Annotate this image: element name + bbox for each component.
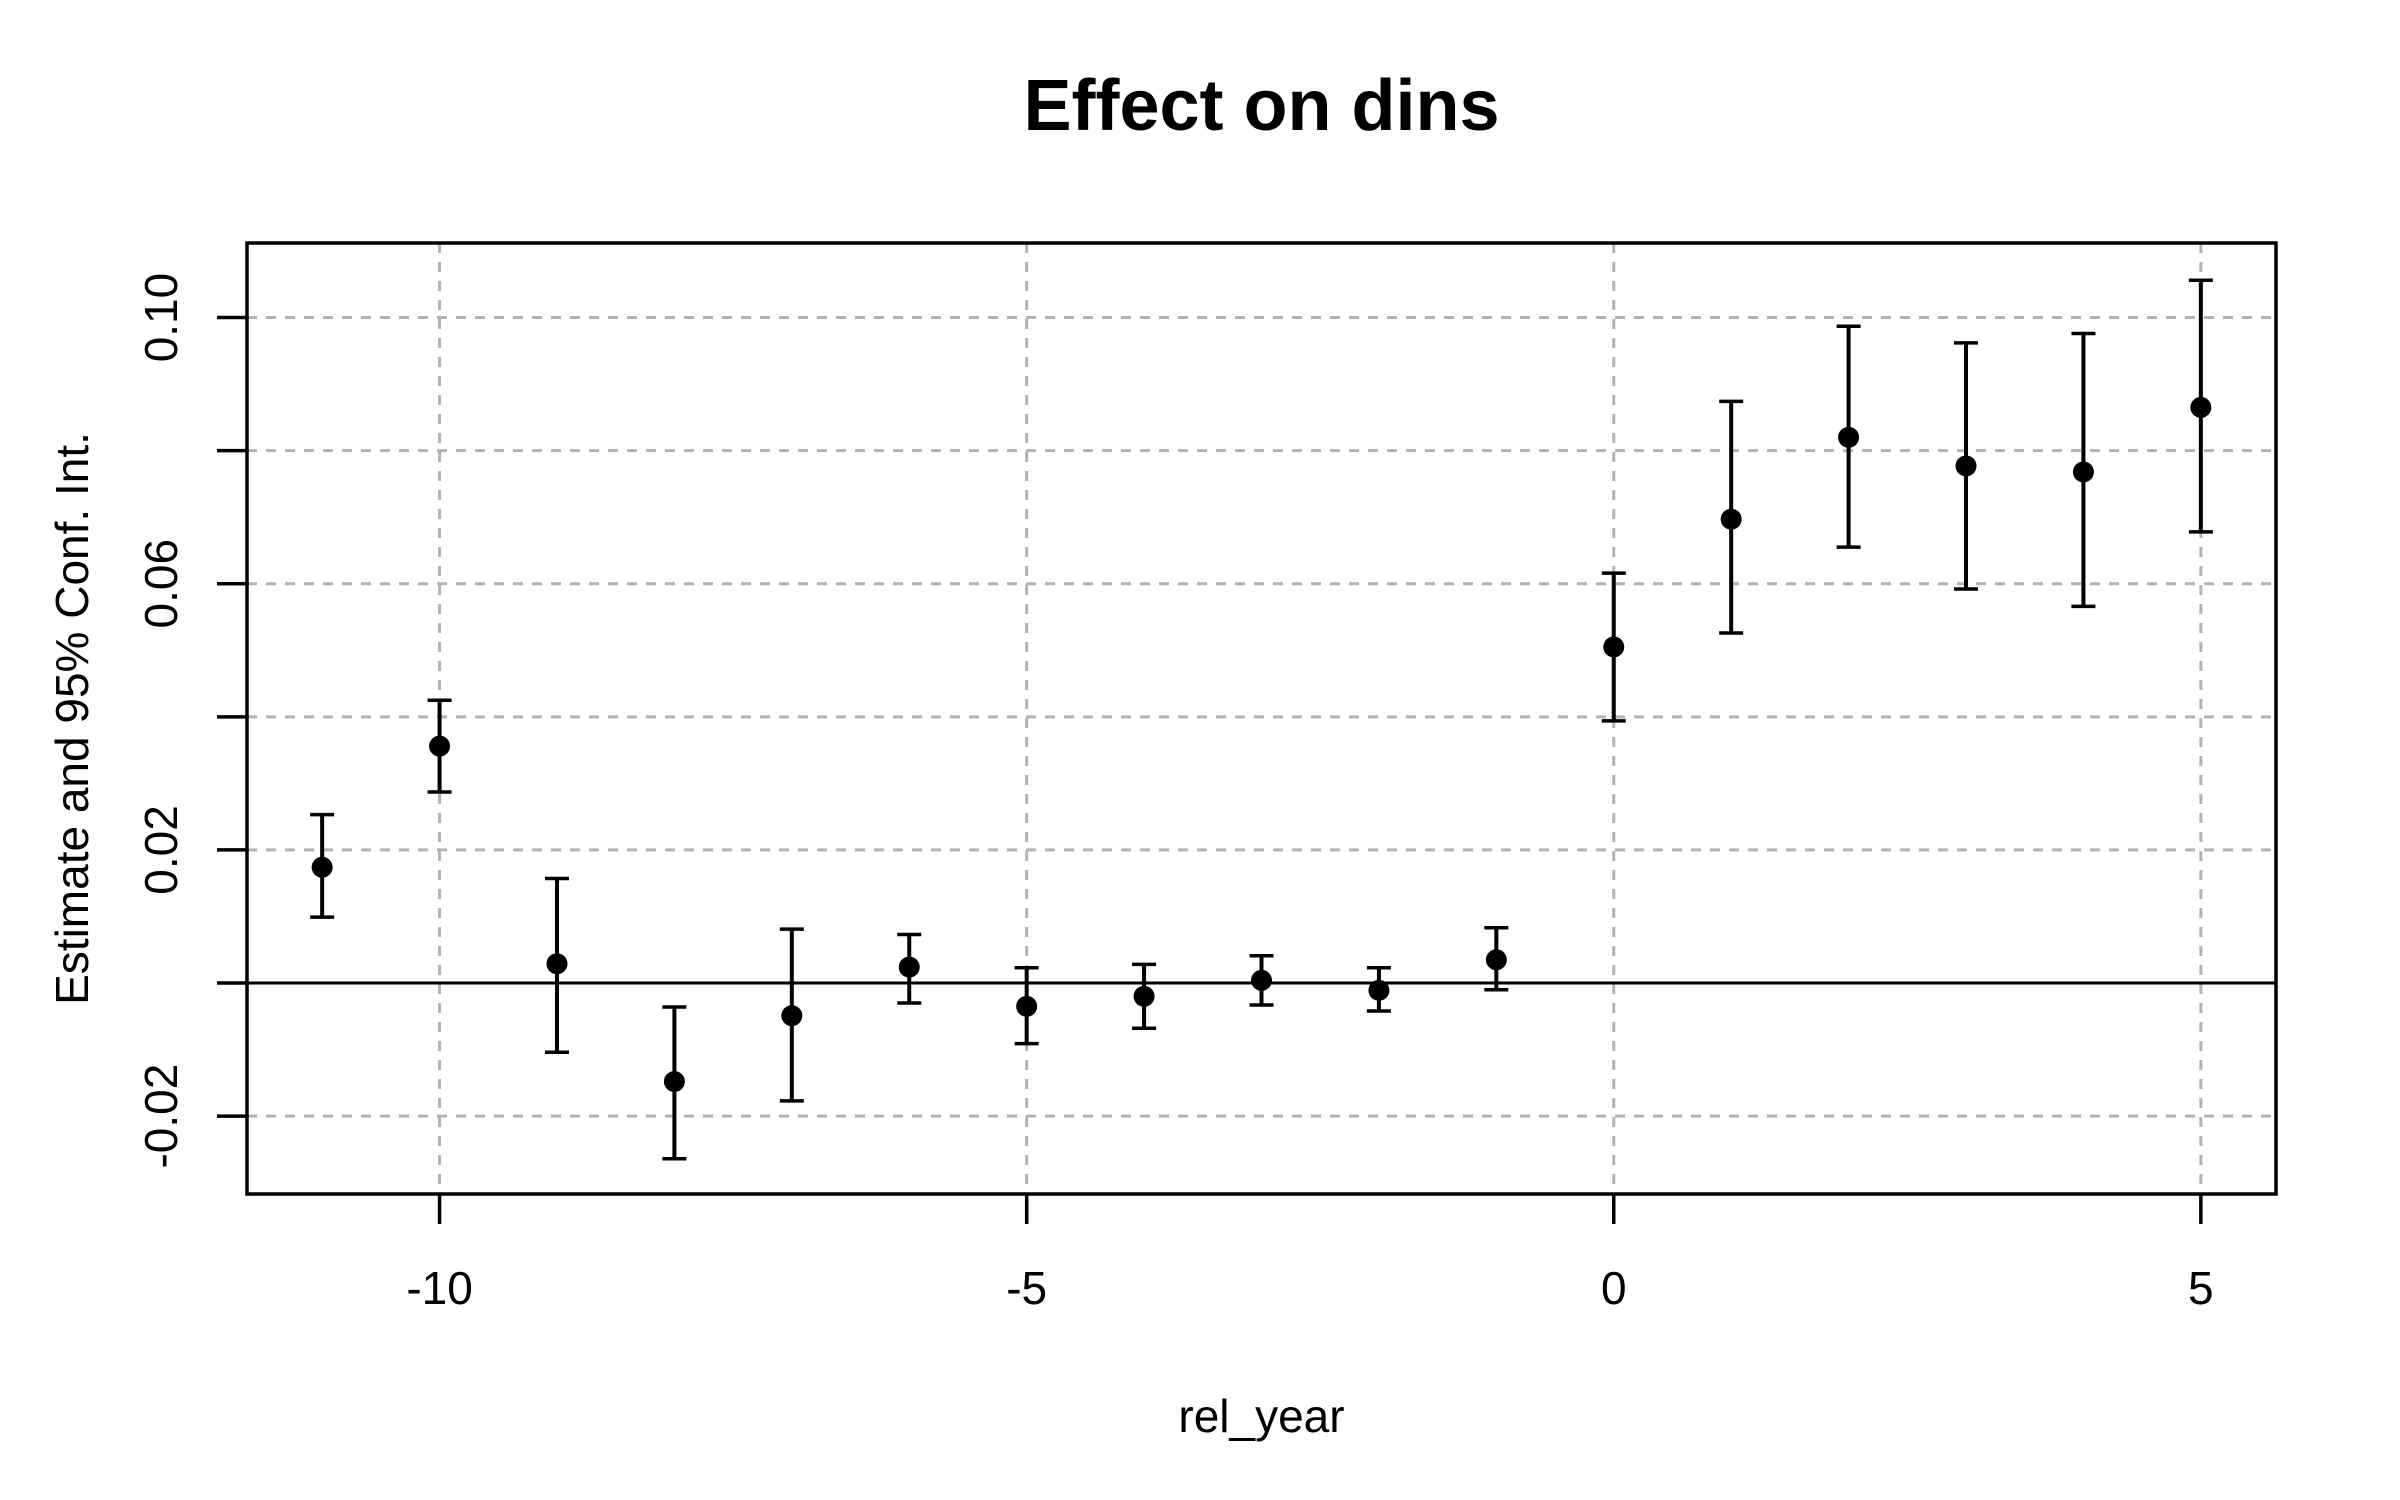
estimate-point xyxy=(1485,949,1507,971)
y-tick-label: -0.02 xyxy=(135,1064,187,1169)
estimate-point xyxy=(1955,455,1977,477)
estimate-point xyxy=(781,1005,803,1027)
y-tick-label: 0.02 xyxy=(135,805,187,895)
x-tick-label: 0 xyxy=(1601,1262,1627,1314)
estimate-point xyxy=(663,1071,685,1093)
x-axis-label: rel_year xyxy=(1178,1390,1344,1442)
chart-title: Effect on dins xyxy=(1023,66,1499,146)
estimate-point xyxy=(1603,636,1625,658)
estimate-point xyxy=(311,856,333,878)
estimate-point xyxy=(1720,508,1742,530)
x-tick-label: -10 xyxy=(406,1262,472,1314)
y-tick-label: 0.10 xyxy=(135,273,187,363)
estimate-point xyxy=(1838,426,1860,448)
estimate-point xyxy=(2190,396,2212,418)
estimate-point xyxy=(2072,461,2094,483)
estimate-point xyxy=(429,735,451,757)
estimate-point xyxy=(898,956,920,978)
estimate-point xyxy=(1368,979,1390,1001)
estimate-point xyxy=(1133,985,1155,1007)
x-tick-label: 5 xyxy=(2188,1262,2214,1314)
estimate-point xyxy=(1016,995,1038,1017)
data-points-layer xyxy=(310,278,2213,1161)
estimate-point xyxy=(1251,969,1272,991)
y-axis-label: Estimate and 95% Conf. Int. xyxy=(46,432,98,1005)
y-tick-label: 0.06 xyxy=(135,539,187,629)
estimate-point xyxy=(546,953,568,975)
x-tick-label: -5 xyxy=(1006,1262,1047,1314)
axis-layer: -0.02 0.02 0.06 0.10 -10 -5 0 5 xyxy=(135,241,2278,1314)
